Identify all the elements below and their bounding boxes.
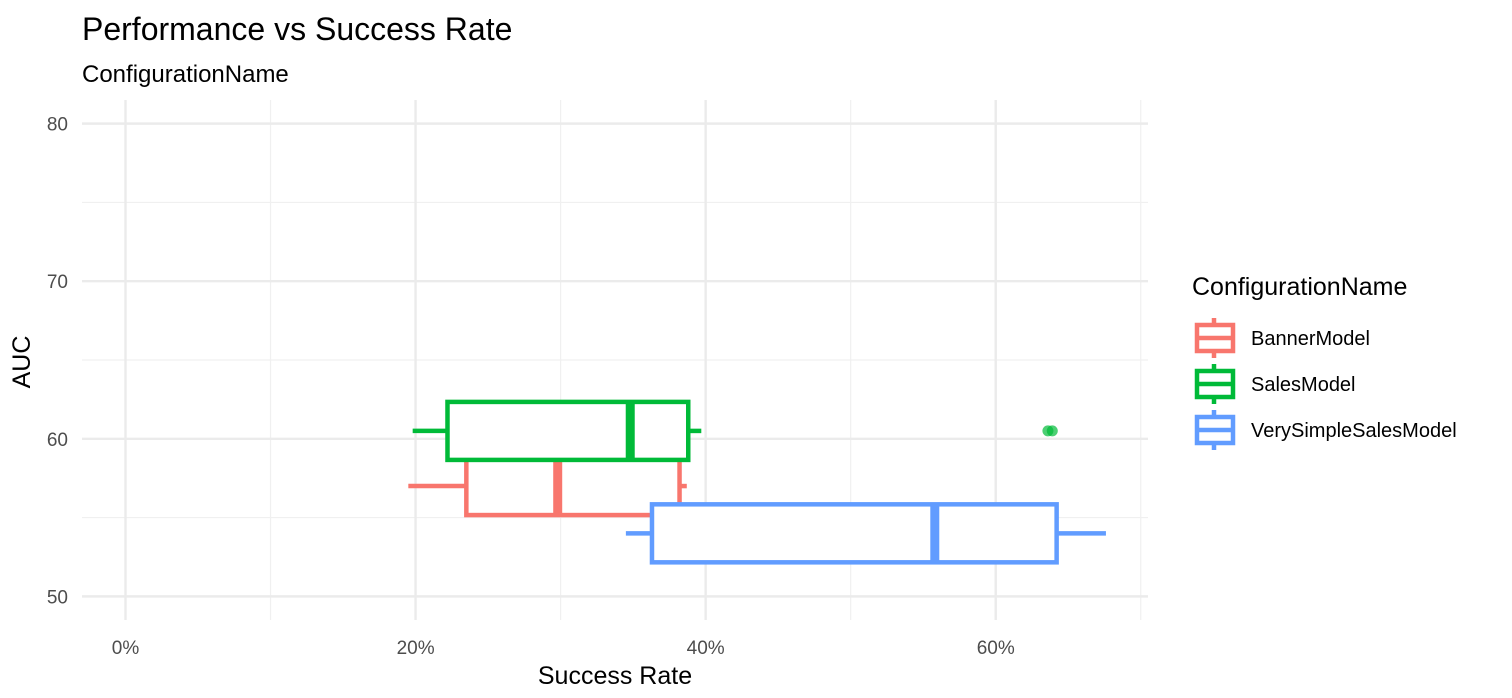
- box: [464, 454, 682, 518]
- legend: ConfigurationName BannerModel SalesModel V…: [1192, 273, 1457, 450]
- y-tick-label: 80: [47, 115, 68, 136]
- chart-title: Performance vs Success Rate: [82, 11, 512, 47]
- y-tick-label: 60: [47, 430, 68, 451]
- box: [445, 399, 691, 463]
- x-tick-labels: 0% 20% 40% 60%: [112, 638, 1015, 659]
- boxplot-SalesModel: [412, 399, 1058, 463]
- x-tick-label: 60%: [977, 638, 1015, 659]
- boxplot-BannerModel: [408, 454, 687, 518]
- x-tick-label: 0%: [112, 638, 140, 659]
- legend-label: SalesModel: [1251, 374, 1356, 396]
- legend-item-SalesModel: SalesModel: [1194, 364, 1356, 404]
- y-tick-label: 70: [47, 272, 68, 293]
- legend-items: BannerModel SalesModel VerySimpleSalesMode…: [1194, 318, 1457, 450]
- legend-label: VerySimpleSalesModel: [1251, 420, 1457, 442]
- y-axis-title: AUC: [8, 336, 36, 389]
- chart-subtitle: ConfigurationName: [82, 61, 289, 88]
- legend-title: ConfigurationName: [1192, 273, 1407, 301]
- y-tick-labels: 50 60 70 80: [47, 115, 68, 609]
- legend-item-BannerModel: BannerModel: [1194, 318, 1370, 358]
- boxplots: [408, 399, 1106, 565]
- x-tick-label: 20%: [397, 638, 435, 659]
- x-tick-label: 40%: [687, 638, 725, 659]
- legend-label: BannerModel: [1251, 328, 1370, 350]
- boxplot-VerySimpleSalesModel: [625, 502, 1106, 565]
- legend-item-VerySimpleSalesModel: VerySimpleSalesModel: [1194, 410, 1457, 450]
- outlier-point: [1046, 425, 1058, 437]
- box: [649, 502, 1059, 565]
- x-axis-title: Success Rate: [538, 662, 692, 690]
- y-tick-label: 50: [47, 587, 68, 608]
